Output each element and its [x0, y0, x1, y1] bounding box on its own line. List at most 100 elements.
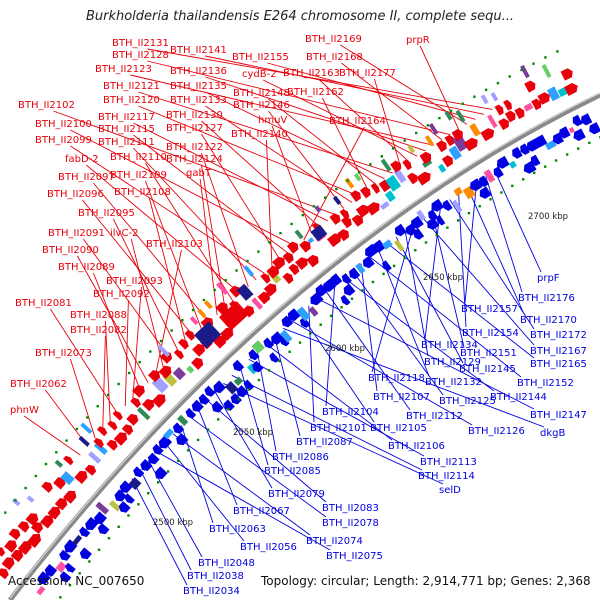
forward-gene-label[interactable]: BTH_II2096	[47, 189, 104, 200]
forward-gene-label[interactable]: BTH_II2121	[103, 81, 160, 92]
forward-gene-label[interactable]: BTH_II2131	[112, 38, 169, 49]
forward-gene-label[interactable]: BTH_II2146	[233, 100, 290, 111]
forward-gene-label[interactable]: prpR	[406, 35, 430, 46]
reverse-gene-label[interactable]: BTH_II2085	[264, 466, 321, 477]
forward-gene-label[interactable]: BTH_II2133	[170, 95, 227, 106]
reverse-gene-label[interactable]: BTH_II2147	[530, 410, 587, 421]
leader-line	[464, 181, 478, 304]
forward-gene-label[interactable]: BTH_II2062	[10, 379, 67, 390]
forward-gene-label[interactable]: BTH_II2102	[18, 100, 75, 111]
forward-gene-label[interactable]: BTH_II2136	[170, 66, 227, 77]
reverse-gene-label[interactable]: BTH_II2113	[420, 457, 477, 468]
forward-gene-label[interactable]: BTH_II2135	[170, 81, 227, 92]
reverse-gene-label[interactable]: BTH_II2125	[439, 396, 496, 407]
reverse-gene-label[interactable]: BTH_II2038	[187, 571, 244, 582]
reverse-gene-label[interactable]: BTH_II2114	[418, 471, 475, 482]
forward-gene-label[interactable]: BTH_II2108	[114, 187, 171, 198]
reverse-gene-label[interactable]: BTH_II2056	[240, 542, 297, 553]
forward-gene-label[interactable]: BTH_II2164	[329, 116, 386, 127]
reverse-gene-label[interactable]: BTH_II2034	[183, 586, 240, 597]
reverse-gene-label[interactable]: BTH_II2132	[425, 377, 482, 388]
forward-gene-label[interactable]: BTH_II2090	[42, 245, 99, 256]
forward-gene-label[interactable]: BTH_II2168	[306, 52, 363, 63]
tick-dot	[117, 382, 120, 386]
forward-gene-label[interactable]: BTH_II2100	[35, 119, 92, 130]
forward-gene-label[interactable]: cydB-2	[242, 69, 277, 80]
reverse-gene-label[interactable]: BTH_II2048	[198, 558, 255, 569]
forward-gene-label[interactable]: BTH_II2103	[146, 239, 203, 250]
reverse-gene-label[interactable]: BTH_II2152	[517, 378, 574, 389]
reverse-gene-label[interactable]: BTH_II2165	[530, 359, 587, 370]
forward-gene-label[interactable]: BTH_II2169	[305, 34, 362, 45]
reverse-gene-label[interactable]: BTH_II2063	[209, 524, 266, 535]
forward-gene-label[interactable]: hmuV	[258, 115, 287, 126]
reverse-gene-label[interactable]: dkgB	[540, 428, 565, 439]
reverse-gene-label[interactable]: BTH_II2126	[468, 426, 525, 437]
reverse-gene-label[interactable]: BTH_II2087	[296, 437, 353, 448]
forward-gene-label[interactable]: ilvC-2	[110, 228, 138, 239]
reverse-gene-label[interactable]: BTH_II2106	[388, 441, 445, 452]
reverse-gene-label[interactable]: BTH_II2145	[459, 364, 516, 375]
forward-gene-label[interactable]: BTH_II2155	[232, 52, 289, 63]
forward-gene-label[interactable]: BTH_II2092	[93, 289, 150, 300]
reverse-gene-label[interactable]: BTH_II2107	[373, 392, 430, 403]
forward-gene-label[interactable]: BTH_II2140	[231, 129, 288, 140]
forward-gene-label[interactable]: BTH_II2110	[110, 152, 167, 163]
reverse-gene-label[interactable]: BTH_II2074	[306, 536, 363, 547]
reverse-gene-label[interactable]: BTH_II2151	[460, 348, 517, 359]
reverse-gene-label[interactable]: BTH_II2129	[424, 357, 481, 368]
forward-gene-label[interactable]: BTH_II2082	[70, 325, 127, 336]
forward-gene-label[interactable]: BTH_II2089	[58, 262, 115, 273]
forward-gene-label[interactable]: BTH_II2099	[35, 135, 92, 146]
forward-gene-label[interactable]: BTH_II2120	[103, 95, 160, 106]
forward-gene-label[interactable]: BTH_II2127	[166, 123, 223, 134]
forward-gene-label[interactable]: BTH_II2091	[48, 228, 105, 239]
reverse-gene-label[interactable]: BTH_II2086	[272, 452, 329, 463]
reverse-gene-label[interactable]: BTH_II2075	[326, 551, 383, 562]
forward-gene-label[interactable]: BTH_II2117	[98, 112, 155, 123]
reverse-gene-label[interactable]: BTH_II2167	[530, 346, 587, 357]
forward-gene-label[interactable]: BTH_II2124	[166, 154, 223, 165]
forward-gene-label[interactable]: BTH_II2122	[166, 142, 223, 153]
forward-gene-arrow	[220, 327, 234, 341]
reverse-gene-label[interactable]: BTH_II2112	[406, 411, 463, 422]
forward-gene-label[interactable]: BTH_II2095	[78, 208, 135, 219]
reverse-gene-label[interactable]: selD	[439, 485, 461, 496]
reverse-gene-label[interactable]: prpF	[537, 273, 560, 284]
forward-gene-label[interactable]: gabT	[186, 168, 212, 179]
reverse-gene-label[interactable]: BTH_II2144	[490, 392, 547, 403]
forward-gene-label[interactable]: BTH_II2111	[98, 137, 155, 148]
reverse-gene-label[interactable]: BTH_II2079	[268, 489, 325, 500]
reverse-gene-label[interactable]: BTH_II2083	[322, 503, 379, 514]
forward-gene-label[interactable]: BTH_II2109	[110, 170, 167, 181]
forward-gene-label[interactable]: BTH_II2123	[95, 64, 152, 75]
forward-gene-arrow	[504, 110, 516, 123]
forward-gene-label[interactable]: BTH_II2088	[70, 310, 127, 321]
forward-gene-label[interactable]: phnW	[10, 405, 39, 416]
forward-gene-label[interactable]: BTH_II2081	[15, 298, 72, 309]
reverse-gene-label[interactable]: BTH_II2157	[461, 304, 518, 315]
reverse-gene-label[interactable]: BTH_II2154	[462, 328, 519, 339]
reverse-gene-label[interactable]: BTH_II2170	[520, 315, 577, 326]
forward-gene-label[interactable]: BTH_II2115	[98, 124, 155, 135]
reverse-gene-label[interactable]: BTH_II2172	[530, 330, 587, 341]
forward-gene-label[interactable]: BTH_II2097	[58, 172, 115, 183]
reverse-gene-label[interactable]: BTH_II2067	[233, 506, 290, 517]
forward-gene-label[interactable]: BTH_II2163	[283, 68, 340, 79]
reverse-gene-label[interactable]: BTH_II2104	[322, 407, 379, 418]
forward-gene-label[interactable]: BTH_II2073	[35, 348, 92, 359]
forward-gene-label[interactable]: BTH_II2177	[339, 68, 396, 79]
reverse-gene-label[interactable]: BTH_II2078	[322, 518, 379, 529]
forward-gene-label[interactable]: fabD-2	[65, 154, 99, 165]
reverse-gene-label[interactable]: BTH_II2101	[310, 423, 367, 434]
forward-gene-label[interactable]: BTH_II2162	[287, 87, 344, 98]
reverse-gene-label[interactable]: BTH_II2118	[368, 373, 425, 384]
forward-gene-label[interactable]: BTH_II2130	[166, 110, 223, 121]
reverse-gene-label[interactable]: BTH_II2134	[421, 340, 478, 351]
forward-gene-label[interactable]: BTH_II2128	[112, 50, 169, 61]
reverse-gene-label[interactable]: BTH_II2176	[518, 293, 575, 304]
forward-gene-label[interactable]: BTH_II2141	[170, 45, 227, 56]
forward-gene-label[interactable]: BTH_II2093	[106, 276, 163, 287]
reverse-gene-label[interactable]: BTH_II2105	[370, 423, 427, 434]
forward-gene-label[interactable]: BTH_II2148	[233, 88, 290, 99]
